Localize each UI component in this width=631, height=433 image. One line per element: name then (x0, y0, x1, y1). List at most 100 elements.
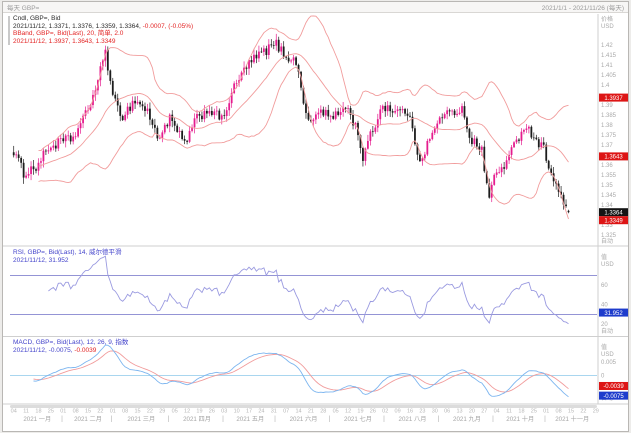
macd-signal-line (33, 350, 569, 393)
candle-body (468, 128, 471, 138)
candle-body (191, 127, 193, 131)
candle-body (339, 112, 342, 115)
candle-body (297, 64, 300, 72)
candle-body (210, 110, 213, 115)
candle-body (248, 60, 250, 69)
x-axis-day-label: 03 (221, 409, 227, 415)
candle-body (163, 124, 166, 133)
candle-body (144, 106, 146, 111)
candle-body (329, 115, 332, 117)
candle-body (354, 122, 357, 126)
x-axis-day-label: 30 (432, 409, 438, 415)
candle-body (384, 105, 387, 112)
candle-body (344, 107, 347, 109)
candle-body (560, 191, 562, 195)
candle-body (198, 114, 201, 116)
candle-body (480, 146, 483, 150)
candle-body (141, 104, 144, 107)
candle-body (515, 139, 518, 143)
candle-body (337, 111, 340, 115)
candle-body (332, 115, 335, 119)
candle-body (101, 60, 104, 67)
candle-body (220, 115, 223, 120)
candle-body (371, 131, 374, 133)
bollinger-mid (38, 53, 569, 167)
candle-body (394, 111, 397, 113)
price-badge-value: -0.0075 (603, 394, 624, 400)
x-axis-month-label: 2021 一月 (23, 416, 51, 423)
x-axis-day-label: 29 (159, 409, 165, 415)
x-axis-day-label: 20 (469, 409, 475, 415)
macd-legend-line2: 2021/11/12, -0.0075, -0.0039 (13, 346, 97, 354)
x-axis-month-label: 2021 六月 (290, 415, 318, 423)
candle-body (463, 106, 466, 118)
candle-body (381, 105, 384, 110)
candle-body (483, 146, 486, 172)
x-axis-day-label: 25 (48, 409, 54, 415)
x-axis-day-label: 18 (518, 409, 524, 415)
x-axis-month-label: 2021 八月 (399, 416, 427, 423)
x-axis-day-label: 05 (333, 409, 339, 415)
x-axis-day-label: 21 (308, 409, 314, 415)
x-axis-day-label: 28 (320, 409, 326, 415)
candle-body (203, 110, 206, 120)
x-axis-day-label: 15 (85, 409, 91, 415)
candle-body (47, 150, 50, 152)
time-scrollbar[interactable] (10, 405, 597, 408)
candle-body (131, 100, 134, 111)
candle-body (349, 108, 352, 115)
candle-body (550, 168, 553, 174)
candle-body (255, 54, 258, 59)
x-axis-day-label: 13 (456, 409, 462, 415)
candle-body (409, 115, 411, 117)
axis-tick-label: 20 (601, 322, 608, 328)
candle-body (62, 138, 65, 142)
x-axis-day-label: 16 (407, 409, 413, 415)
candle-body (466, 117, 468, 129)
rsi-legend: RSI, GBP=, Bid(Last), 14, 威尔德平滑 2021/11/… (13, 249, 122, 264)
candle-body (12, 152, 15, 156)
macd-legend: MACD, GBP=, Bid(Last), 12, 26, 9, 指数 202… (13, 339, 128, 354)
candle-body (74, 136, 77, 138)
candle-body (49, 147, 52, 151)
x-axis-day-label: 12 (345, 409, 351, 415)
candle-body (15, 154, 18, 156)
candle-body (181, 130, 184, 140)
axis-tick-label: 0.005 (601, 360, 617, 366)
x-axis-day-label: 25 (531, 409, 537, 415)
candle-body (54, 145, 57, 149)
x-axis-day-label: 04 (494, 409, 500, 415)
candle-body (139, 101, 141, 105)
price-badge-red (599, 381, 628, 390)
axis-auto-label: 自动 (601, 327, 613, 335)
candle-body (42, 150, 45, 162)
candle-body (508, 154, 510, 161)
candle-body (158, 137, 161, 139)
candle-body (27, 173, 30, 176)
axis-title: 值 (601, 343, 607, 351)
panel-resize-handle[interactable] (8, 16, 10, 45)
axis-tick-label: 1.34 (601, 203, 613, 209)
candle-body (126, 106, 129, 115)
candle-body (366, 140, 369, 149)
axis-tick-label: 0 (601, 374, 605, 380)
x-axis-month-label: 2021 七月 (344, 415, 372, 423)
candle-body (428, 139, 431, 141)
candle-body (285, 56, 288, 58)
candle-body (448, 110, 451, 112)
candle-body (111, 80, 114, 95)
candle-body (391, 111, 394, 113)
candle-body (173, 120, 176, 126)
candle-body (64, 135, 67, 142)
candle-body (453, 110, 456, 116)
candle-body (124, 114, 127, 121)
candle-body (69, 135, 72, 142)
candle-body (32, 166, 35, 170)
candle-body (215, 110, 218, 112)
candle-body (176, 125, 179, 132)
chart-titlebar[interactable]: 每天 GBP= 2021/1/1 - 2021/11/26 (每天) (3, 2, 628, 13)
candle-body (146, 108, 149, 111)
candle-body (399, 109, 401, 111)
